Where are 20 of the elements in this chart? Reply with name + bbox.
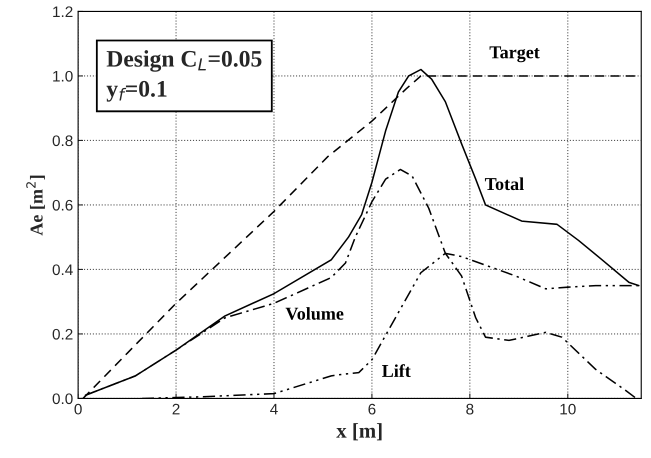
x-tick-label: 8 [466, 404, 474, 415]
y-tick-label: 1.2 [53, 6, 72, 17]
x-tick-label: 10 [560, 404, 576, 415]
series-label: Target [490, 46, 540, 62]
y-tick-label: 0.0 [52, 393, 73, 404]
series-label: Total [484, 177, 524, 190]
y-tick-label: 0.4 [52, 264, 73, 276]
y-tick-label: 1.0 [53, 70, 73, 82]
x-tick-label: 6 [368, 404, 376, 415]
y-tick-label: 0.8 [52, 135, 73, 146]
text: Design C$_{L}$=0.05 y$_{f}$=0.1 [106, 50, 262, 102]
x-tick-label: 0 [74, 404, 82, 415]
x-tick-label: 2 [172, 404, 180, 414]
y-axis-title: Ae [m$^{2}$] [26, 176, 45, 236]
y-tick-label: 0.2 [52, 328, 72, 340]
series-label: Lift [382, 364, 411, 378]
y-tick-label: 0.6 [52, 200, 73, 211]
x-axis-title: x [m] [336, 423, 382, 440]
series-label: Volume [286, 307, 344, 320]
x-tick-label: 4 [270, 404, 278, 414]
